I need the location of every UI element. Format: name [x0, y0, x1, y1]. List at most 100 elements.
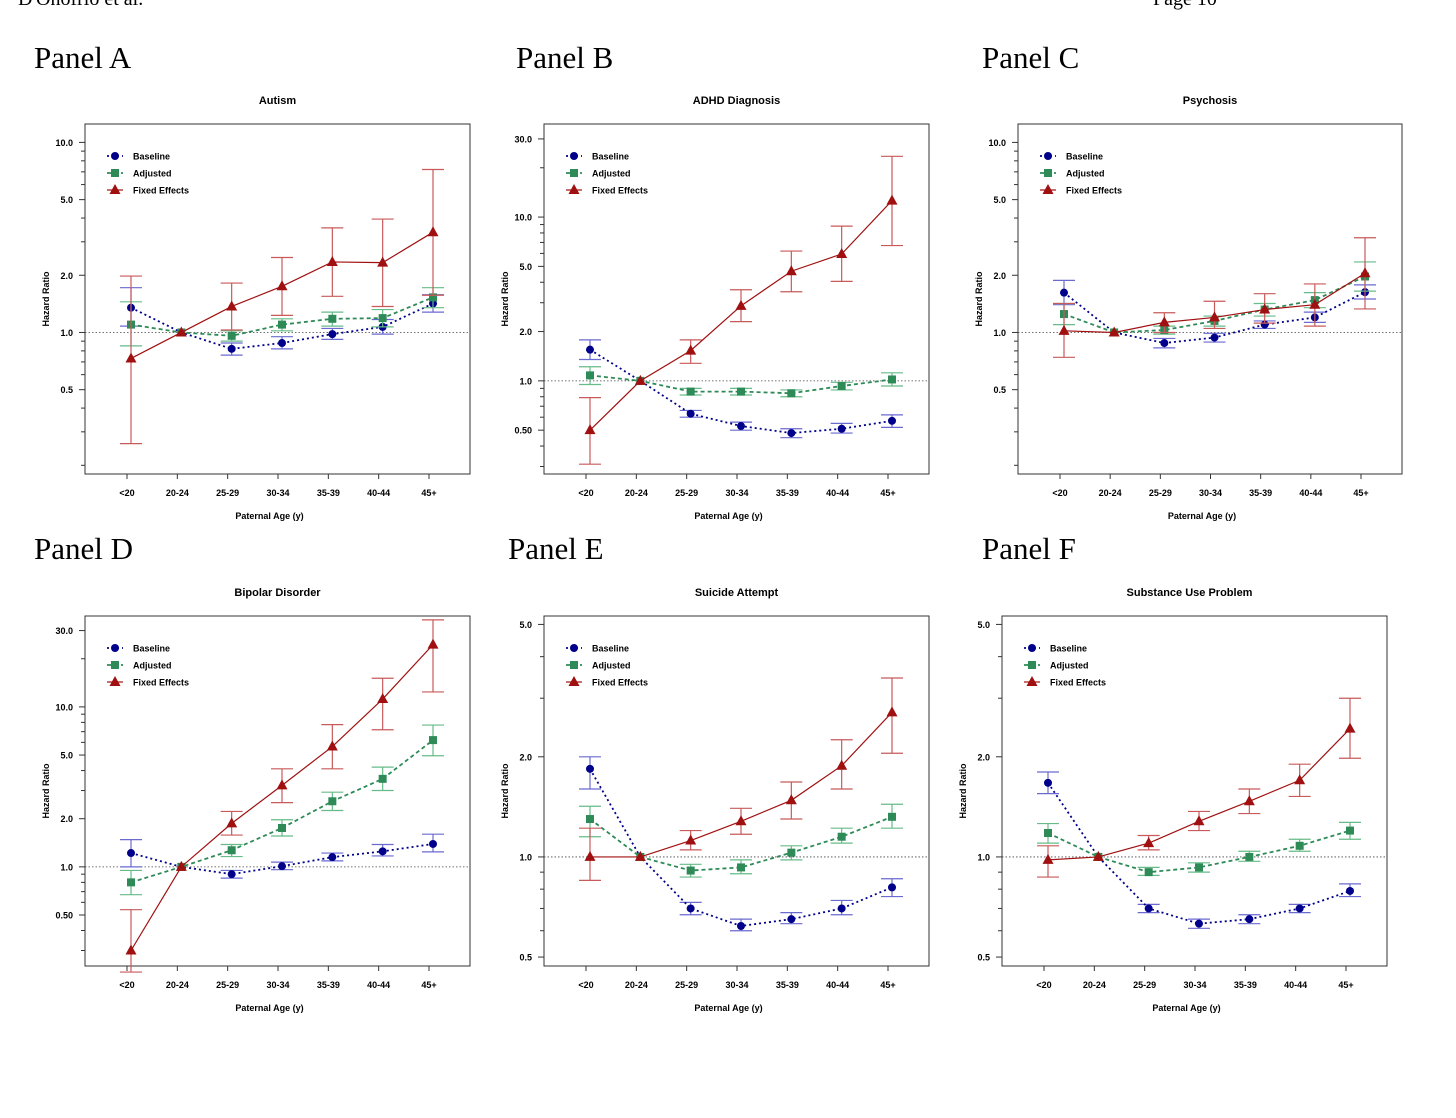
- data-point: [326, 255, 338, 266]
- y-tick-label: 0.50: [55, 911, 73, 921]
- legend-label: Baseline: [592, 152, 629, 162]
- x-tick-label: <20: [119, 488, 134, 498]
- legend-label: Adjusted: [133, 661, 172, 671]
- data-point: [1210, 333, 1219, 342]
- y-tick-label: 2.0: [60, 271, 73, 281]
- data-point: [1359, 267, 1371, 278]
- series-baseline: [579, 756, 903, 932]
- panel-e-label: Panel E: [508, 531, 604, 566]
- data-point: [427, 226, 439, 237]
- x-tick-label: 45+: [421, 980, 436, 990]
- legend-marker: [1042, 184, 1054, 194]
- x-tick-label: 40-44: [826, 488, 849, 498]
- y-tick-label: 0.5: [60, 385, 73, 395]
- panel-b-label: Panel B: [516, 40, 614, 75]
- y-tick-label: 5.0: [519, 620, 532, 630]
- data-point: [1243, 795, 1255, 806]
- data-point: [686, 387, 695, 396]
- chart-title: ADHD Diagnosis: [693, 95, 780, 107]
- y-axis-label: Hazard Ratio: [500, 271, 510, 327]
- series-baseline: [120, 833, 444, 879]
- y-axis-label: Hazard Ratio: [41, 271, 51, 327]
- legend-marker: [111, 644, 119, 652]
- x-tick-label: <20: [1052, 488, 1067, 498]
- legend-marker: [1028, 661, 1036, 669]
- x-tick-label: 30-34: [266, 980, 289, 990]
- y-tick-label: 1.0: [60, 862, 73, 872]
- series-fixed-effects: [579, 677, 903, 882]
- x-tick-label: 20-24: [166, 488, 189, 498]
- data-point: [1044, 829, 1052, 838]
- y-tick-label: 10.0: [55, 702, 73, 712]
- x-tick-label: 20-24: [625, 488, 648, 498]
- data-point: [1245, 915, 1254, 924]
- y-tick-label: 10.0: [988, 138, 1006, 148]
- data-point: [1144, 868, 1153, 877]
- data-point: [737, 921, 745, 930]
- data-point: [1160, 339, 1169, 348]
- x-axis-label: Paternal Age (y): [694, 1003, 762, 1013]
- running-header-page: Page 10: [1153, 0, 1217, 11]
- chart-title: Autism: [259, 95, 297, 107]
- data-point: [586, 764, 594, 773]
- data-point: [1060, 288, 1068, 297]
- legend: Baseline Adjusted Fixed Effects: [1040, 152, 1122, 196]
- data-point: [1209, 311, 1220, 322]
- chart-autism: Autism 10.0 5.0 2.0 1.0 0.5 <20 20-24 25-29 30-34…: [41, 95, 471, 521]
- data-point: [278, 320, 286, 329]
- data-point: [378, 847, 387, 856]
- legend: Baseline Adjusted Fixed Effects: [566, 152, 648, 196]
- data-point: [278, 862, 286, 871]
- legend-label: Adjusted: [133, 169, 172, 179]
- data-point: [1108, 326, 1120, 337]
- data-point: [378, 314, 387, 323]
- data-point: [735, 815, 747, 826]
- series-line: [1047, 782, 1351, 925]
- data-point: [378, 774, 387, 783]
- data-point: [787, 915, 796, 924]
- data-point: [125, 944, 137, 955]
- legend-marker: [111, 152, 119, 160]
- y-tick-label: 1.0: [519, 852, 532, 862]
- y-tick-label: 5.0: [977, 620, 990, 630]
- legend-label: Baseline: [133, 152, 170, 162]
- data-point: [1295, 841, 1304, 850]
- x-tick-label: 20-24: [625, 980, 648, 990]
- y-axis-label: Hazard Ratio: [958, 763, 968, 819]
- x-tick-label: 20-24: [1099, 488, 1122, 498]
- data-point: [278, 339, 286, 348]
- data-point: [377, 693, 389, 704]
- y-tick-label: 5.0: [60, 751, 73, 761]
- data-point: [1092, 850, 1104, 861]
- data-point: [787, 389, 796, 398]
- x-tick-label: 40-44: [826, 980, 849, 990]
- data-point: [737, 387, 745, 396]
- chart-substance: Substance Use Problem 5.0 2.0 1.0 0.5 <20 20-2…: [958, 587, 1388, 1013]
- y-tick-label: 30.0: [55, 626, 73, 636]
- legend-marker: [570, 169, 578, 177]
- x-tick-label: 35-39: [776, 980, 799, 990]
- data-point: [737, 422, 745, 431]
- x-tick-label: 40-44: [367, 980, 390, 990]
- x-tick-label: 35-39: [1249, 488, 1272, 498]
- y-tick-label: 0.5: [977, 953, 990, 963]
- x-tick-label: <20: [578, 980, 593, 990]
- data-point: [686, 904, 695, 913]
- legend: Baseline Adjusted Fixed Effects: [1024, 644, 1106, 688]
- data-point: [175, 860, 187, 871]
- y-axis-label: Hazard Ratio: [974, 271, 984, 327]
- data-point: [1346, 886, 1354, 895]
- data-point: [278, 823, 286, 832]
- x-tick-label: 25-29: [675, 488, 698, 498]
- legend-label: Baseline: [1050, 644, 1087, 654]
- legend-marker: [109, 184, 121, 194]
- x-tick-label: 45+: [880, 980, 895, 990]
- data-point: [837, 382, 846, 391]
- y-tick-label: 5.0: [519, 262, 532, 272]
- data-point: [276, 280, 288, 291]
- data-point: [328, 330, 337, 339]
- x-axis-label: Paternal Age (y): [1152, 1003, 1220, 1013]
- y-tick-label: 2.0: [519, 327, 532, 337]
- panel-c-label: Panel C: [982, 40, 1080, 75]
- chart-title: Bipolar Disorder: [234, 587, 321, 599]
